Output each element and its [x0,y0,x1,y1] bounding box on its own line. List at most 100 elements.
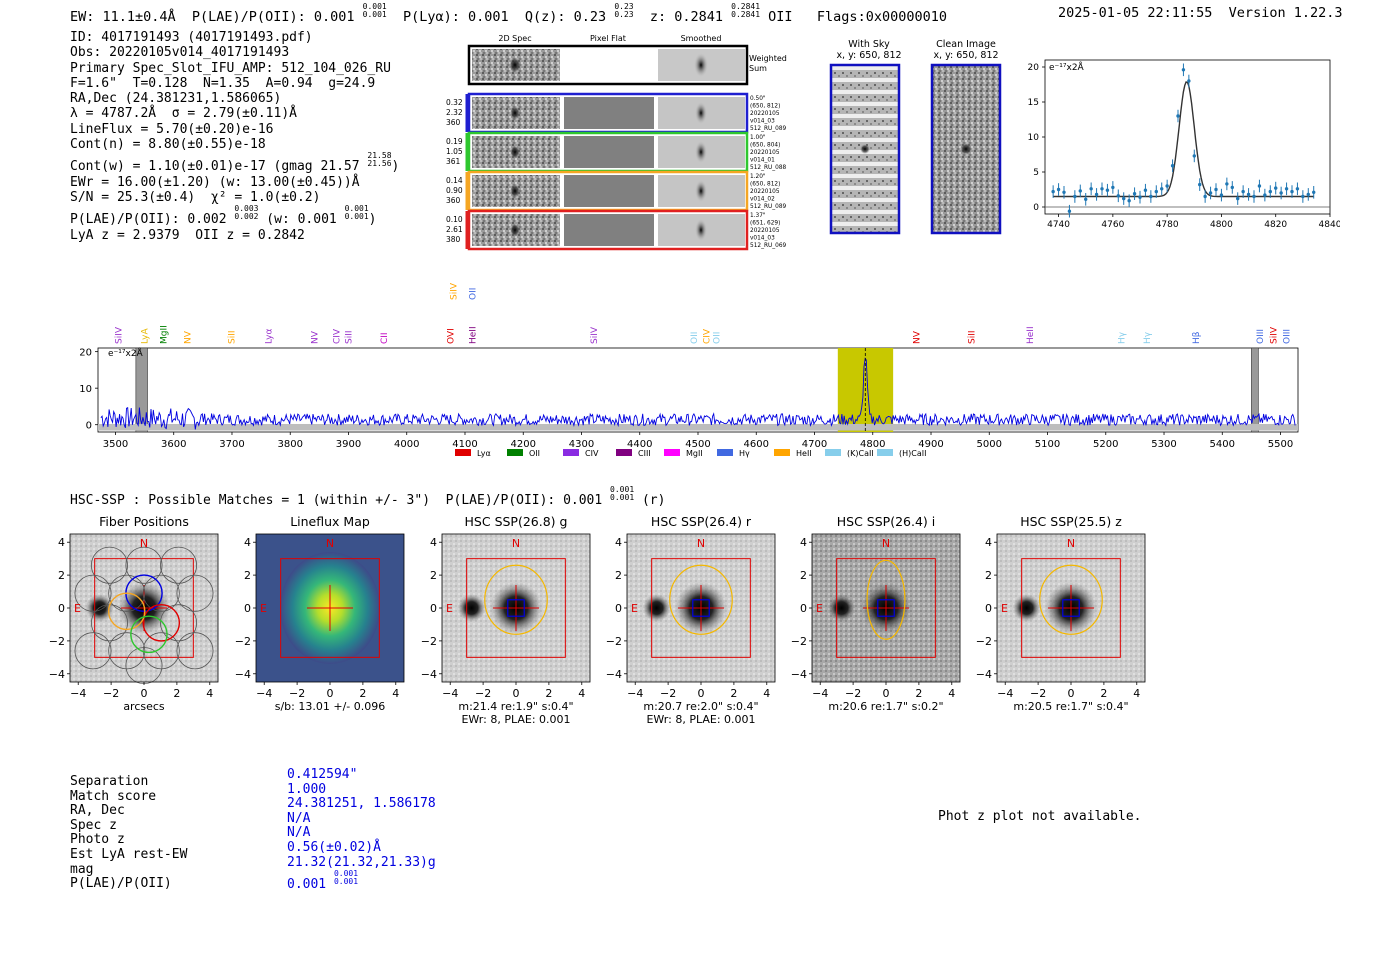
fit-data-point [1246,192,1251,197]
spectral-line-label: SiIV [1269,326,1279,344]
fit-data-point [1143,188,1148,192]
image-xtick-label: −4 [256,687,272,700]
spectrum-xtick-label: 4300 [569,439,594,450]
legend-swatch [774,449,790,456]
fiber-circle-orange [107,592,146,631]
fiber-right-value: 1.00" [750,135,766,141]
image-xtick-label: −4 [442,687,458,700]
weighted-sum-label-1: Weighted [749,54,787,63]
line-fit-plot: e⁻¹⁷x2Å 4740 4760 4780 4800 4820 4840 0 5 10 15 20 [1028,59,1340,230]
spectrum-xtick-label: 5500 [1268,439,1293,450]
fit-xtick-label: 4820 [1264,220,1287,230]
spectrum-xtick-label: 4400 [627,439,652,450]
fiber-right-value: (650, 804) [750,143,780,149]
image-xtick-label: 2 [730,687,737,700]
fiber-smoothed-source [695,219,707,241]
col-title-2dspec: 2D Spec [498,34,531,43]
neighbor-blob [1012,594,1041,622]
spectral-line-label: NV [912,330,922,344]
fit-data-point [1268,189,1272,194]
image-xtick-label: −4 [997,687,1013,700]
detection-info: ID: 4017191493 (4017191493.pdf) Obs: 202… [70,30,399,243]
fiber-right-value: 20220105 [750,189,780,195]
spectrum-line [100,357,1296,430]
image-ytick-label: −2 [49,635,65,648]
image-ytick-label: 4 [244,536,251,549]
spectral-line-label: CII [380,332,390,344]
fit-data-point [1192,154,1196,158]
image-ytick-label: 4 [800,536,807,549]
fit-data-point [1067,209,1072,213]
fit-data-point [1208,191,1213,195]
spectral-line-label: HeII [468,326,478,344]
summary-value: 0.56(±0.02)Å [287,839,381,855]
fiber-2dspec-source [510,145,520,159]
fit-data-point [1073,194,1077,199]
fiber-right-value: 20220105 [750,150,780,156]
image-ytick-label: 2 [800,569,807,582]
info-lineflux: LineFlux = 5.70(±0.20)e-16 [70,121,274,137]
north-label: N [697,537,705,550]
error-band [98,423,1298,431]
header-qz-frac: 0.23 0.23 [614,2,634,19]
spectrum-xtick-label: 5000 [977,439,1002,450]
spectral-line-label: SiII [968,330,978,344]
fit-data-point [1056,187,1061,192]
masked-region [135,347,148,433]
image-caption-2: EWr: 8, PLAE: 0.001 [646,713,755,725]
image-caption: s/b: 13.01 +/- 0.096 [275,700,386,713]
aperture-box [280,558,380,658]
sky-title-1: With Sky [848,39,890,50]
image-ytick-label: −4 [606,668,622,681]
summary-value: N/A [287,810,311,826]
fiber-right-value: (650, 812) [750,104,780,110]
image-caption: m:21.4 re:1.9" s:0.4" [458,700,573,713]
fit-data-point [1111,185,1115,190]
info-obs: Obs: 20220105v014_4017191493 [70,45,290,61]
image-caption-2: EWr: 8, PLAE: 0.001 [461,713,570,725]
fit-data-point [1138,195,1142,199]
fiber-left-value: 360 [446,118,461,127]
image-caption: m:20.6 re:1.7" s:0.2" [828,700,943,713]
fit-data-point [1051,189,1055,194]
spectral-line-label: SiIV [114,326,124,344]
fiber-circle [160,546,198,584]
aperture-box [466,558,566,658]
fiber-left-value: 2.32 [446,108,463,117]
info-primary: Primary Spec_Slot_IFU_AMP: 512_104_026_R… [70,60,391,76]
header-ew: EW: 11.1±0.4Å P(LAE)/P(OII): 0.001 [70,9,355,25]
full-spectrum-plot: e⁻¹⁷x2Å 3500 3600 3700 3800 3900 4000 4100 4200 4… [79,282,1299,458]
image-panel: HSC SSP(26.4) i N E 4 2 0 −2 −4 −4 −2 0 2 4 m:20.6 re… [791,514,961,713]
summary-labels: Separation Match score RA, Dec Spec z Photo … [70,774,187,892]
fiber-right-value: 512_RU_069 [750,243,787,249]
image-xtick-label: 2 [359,687,366,700]
image-ytick-label: −4 [421,668,437,681]
fit-data-point [1263,193,1267,197]
north-label: N [1067,537,1075,550]
fit-data-point [1312,190,1316,194]
fiber-circle-red [142,604,181,642]
spectral-line-label: Hγ [1143,331,1153,344]
fit-data-point [1290,189,1294,194]
fiber-right-value: v014_02 [750,197,775,203]
spectrum-xtick-label: 4700 [802,439,827,450]
spectral-line-label: LyA [141,327,151,344]
image-xtick-label: 4 [392,687,399,700]
image-ytick-label: 0 [615,602,622,615]
summary-label: Match score [70,788,157,804]
neighbor-blob [457,594,486,622]
fiber-smoothed-source [695,180,707,202]
fit-data-point [1203,194,1207,199]
fit-data-point [1094,192,1099,197]
spectrum-ytick-label: 0 [86,421,92,432]
fit-data-point [1062,190,1066,194]
spectrum-xtick-label: 4200 [511,439,536,450]
header-datetime: 2025-01-05 22:11:55 Version 1.22.3 [1058,5,1343,21]
cutout-panels: 2D Spec Pixel Flat Smoothed Weighted Sum… [446,34,1340,251]
image-panel-title: Fiber Positions [99,514,189,529]
summary-label: Separation [70,774,149,789]
fit-xtick-label: 4800 [1210,220,1233,230]
fiber-circle [74,574,112,612]
